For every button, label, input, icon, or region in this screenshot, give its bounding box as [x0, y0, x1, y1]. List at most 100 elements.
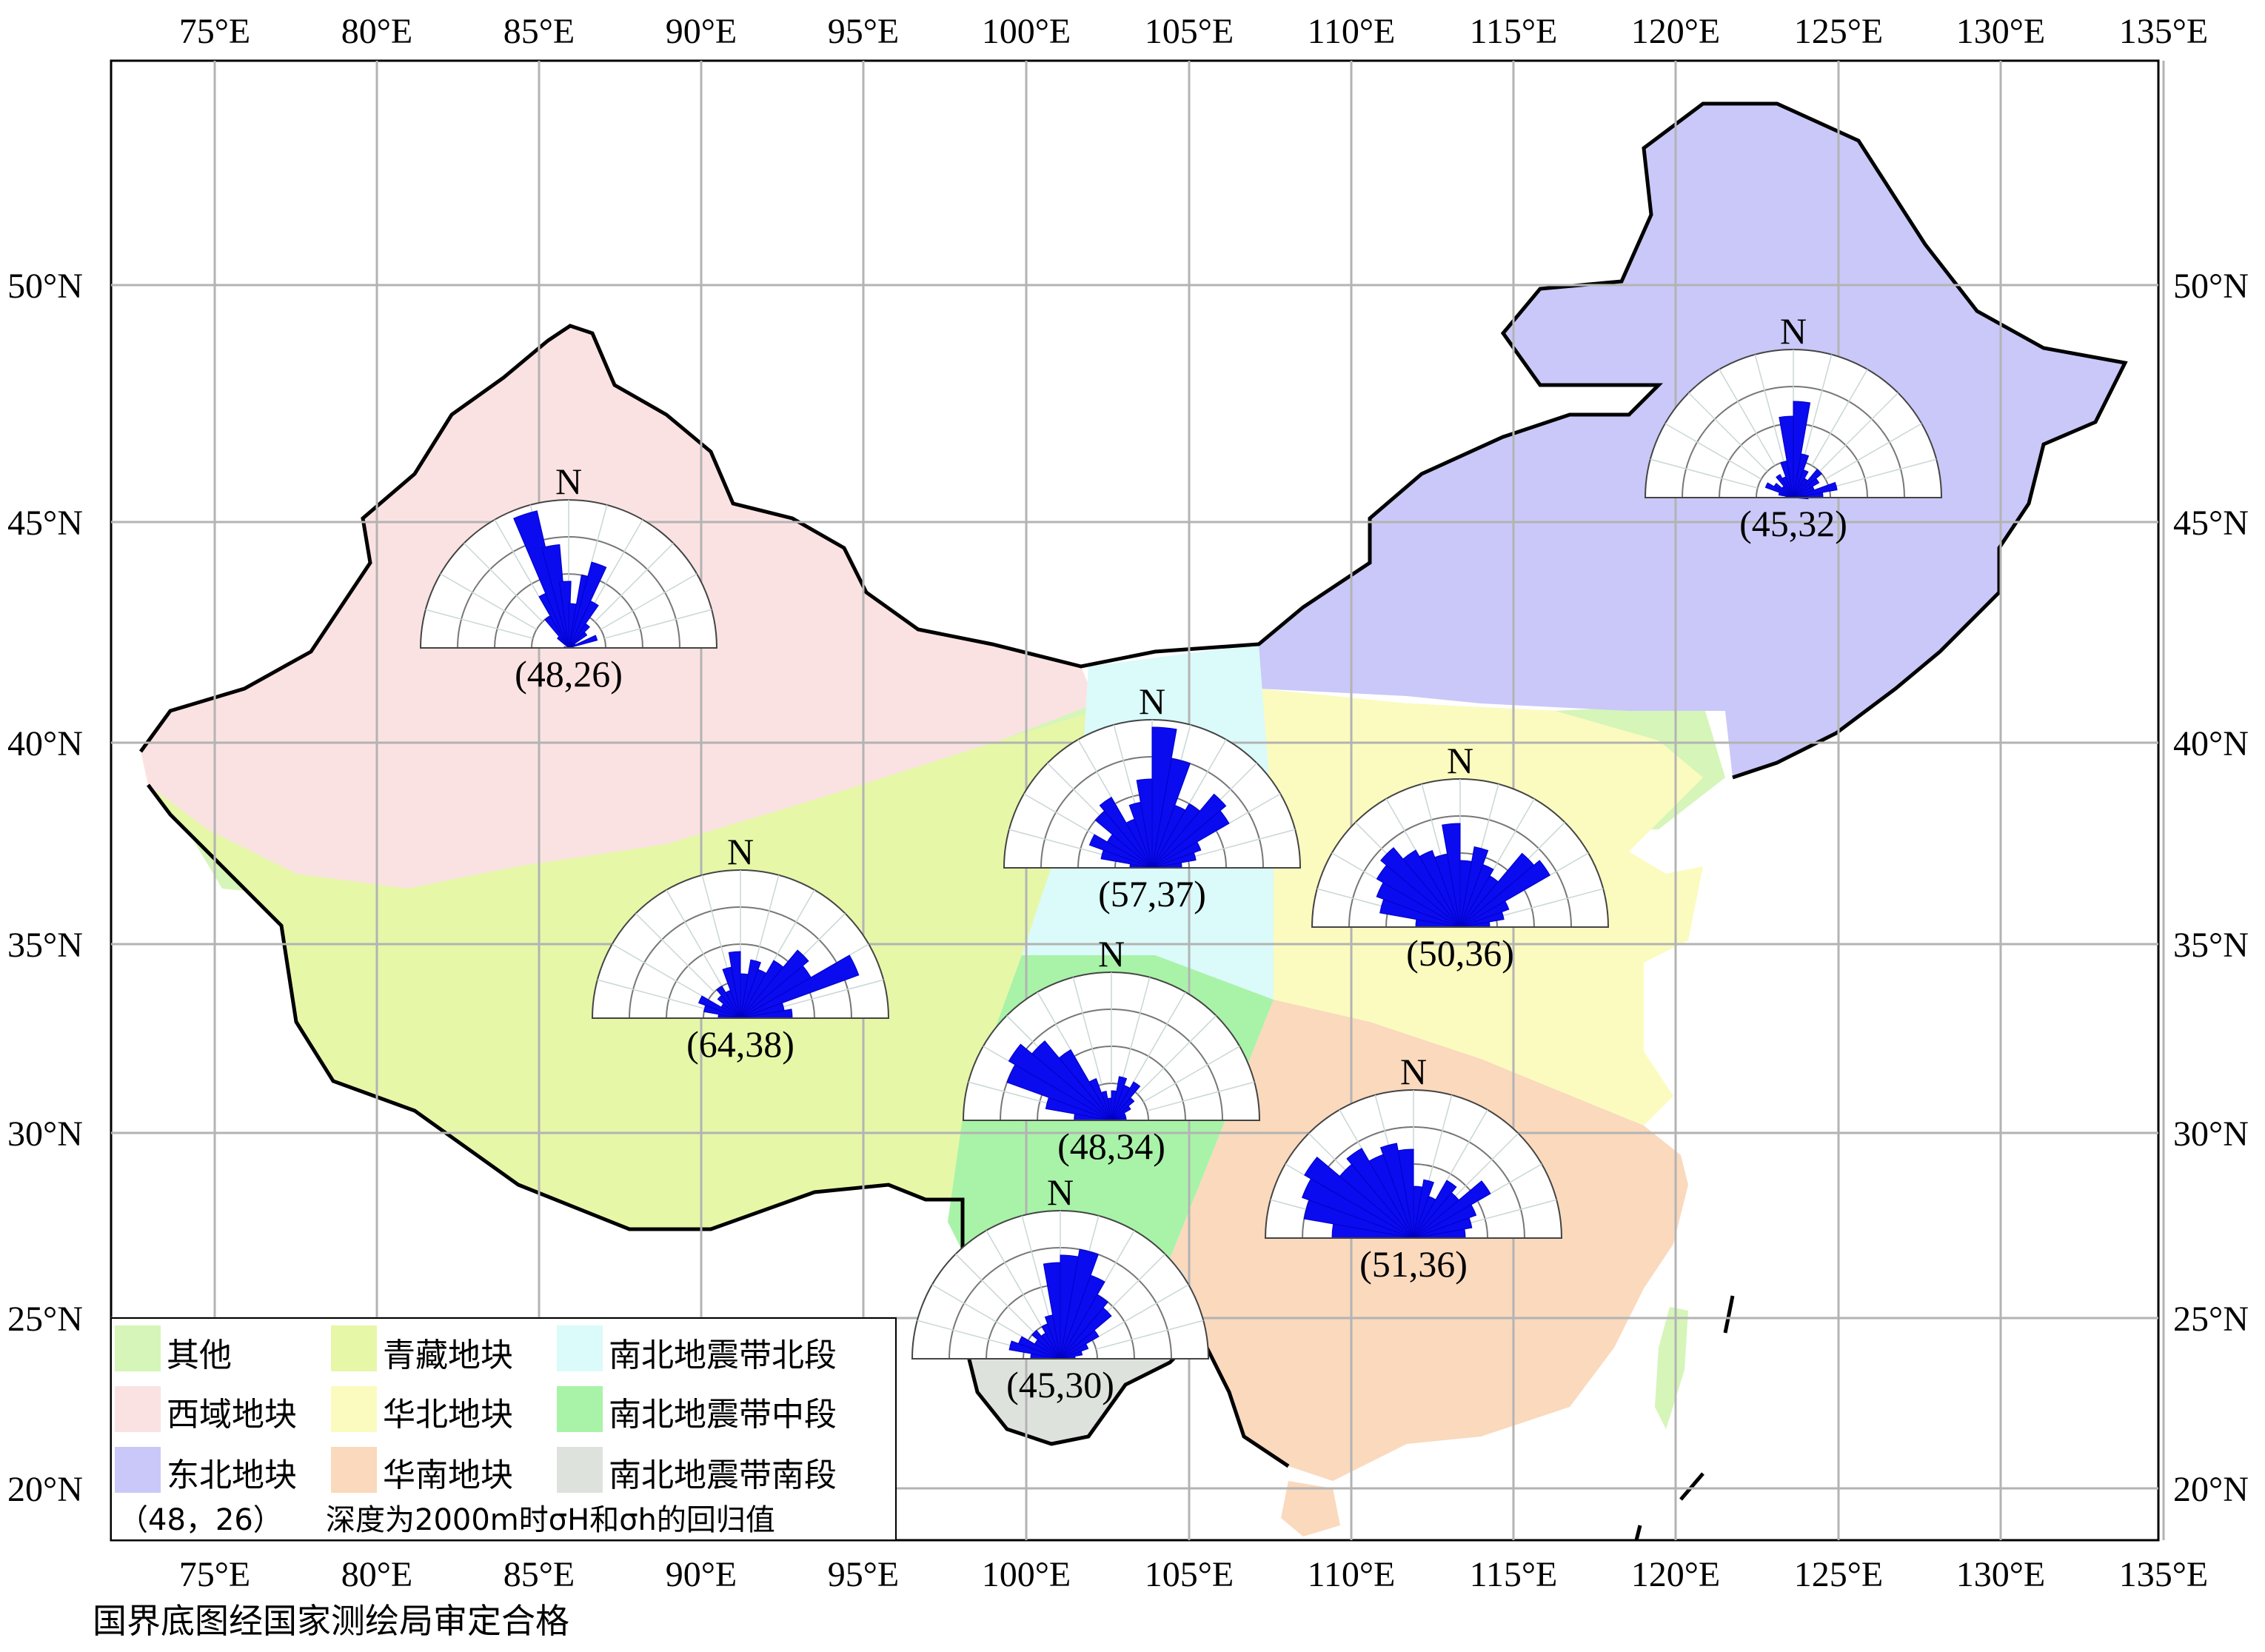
rose-petal	[568, 561, 607, 649]
rose-petal	[1459, 911, 1505, 928]
rose-petal	[1793, 478, 1820, 498]
rose-petal	[1459, 900, 1510, 928]
rose-north-label: N	[555, 461, 582, 502]
rose-north-label: N	[1098, 933, 1125, 974]
rose-spoke	[1719, 369, 1776, 466]
rose-petal	[1151, 810, 1230, 869]
rose-value-label: (45,30)	[1006, 1364, 1114, 1405]
rose-xiyu: N (48,26)	[419, 461, 718, 695]
rose-spoke	[1137, 1015, 1217, 1095]
southern-border	[147, 783, 1290, 1468]
rose-north-label: N	[1780, 310, 1807, 352]
rose-spoke	[1091, 1284, 1189, 1341]
rose-spoke	[955, 1254, 1035, 1334]
national-border	[138, 101, 2128, 780]
lon-tick-label: 75°E	[179, 12, 251, 51]
lon-tick-label: 105°E	[1145, 1555, 1234, 1594]
rose-petal	[1397, 1148, 1414, 1239]
rose-petal	[568, 635, 598, 649]
lon-tick-label: 135°E	[2119, 12, 2209, 51]
rose-spoke	[931, 1284, 1029, 1341]
rose-petal	[1060, 1248, 1099, 1360]
lat-tick-label: 20°N	[2173, 1470, 2249, 1509]
rose-petal	[1793, 481, 1838, 498]
lon-tick-label: 110°E	[1308, 1555, 1396, 1594]
lon-tick-label: 100°E	[982, 1555, 1071, 1594]
legend-swatch-huabei	[331, 1386, 377, 1432]
rose-petal	[1459, 860, 1550, 928]
rose-spoke	[1811, 369, 1868, 466]
rose-value-label: (57,37)	[1098, 873, 1206, 914]
legend-box	[110, 1317, 897, 1541]
rose-petal	[1111, 1081, 1141, 1121]
lon-tick-label: 115°E	[1470, 1555, 1558, 1594]
rose-spoke	[1819, 392, 1898, 472]
rose-petal	[568, 623, 590, 649]
lon-tick-label: 80°E	[341, 1555, 413, 1594]
lon-tick-label: 125°E	[1794, 12, 1884, 51]
lon-tick-label: 110°E	[1308, 12, 1396, 51]
lat-tick-label: 45°N	[2173, 504, 2249, 543]
lon-tick-label: 90°E	[666, 1555, 737, 1594]
rose-spoke	[666, 889, 723, 987]
rose-petal	[1060, 1343, 1089, 1360]
rose-petal	[1060, 1274, 1105, 1360]
rose-spoke	[776, 979, 884, 1009]
rose-petal	[697, 995, 741, 1019]
rose-petal	[740, 949, 809, 1019]
legend-label-xiyu: 西域地块	[167, 1396, 297, 1434]
lon-tick-label: 105°E	[1145, 12, 1234, 51]
rose-spoke	[986, 1230, 1043, 1328]
rose-north-label: N	[1447, 740, 1473, 781]
rose-petal	[1017, 1336, 1061, 1360]
rose-petal	[1151, 758, 1191, 869]
lat-tick-label: 20°N	[7, 1470, 83, 1509]
rose-petal	[1151, 841, 1202, 869]
lon-tick-label: 130°E	[1956, 12, 2046, 51]
map-approval-note: 国界底图经国家测绘局审定合格	[93, 1601, 569, 1641]
lat-tick-label: 30°N	[7, 1114, 83, 1154]
rose-spoke	[1072, 977, 1103, 1085]
legend-label-qita: 其他	[167, 1337, 232, 1374]
rose-spoke	[1008, 829, 1117, 859]
rose-nbz: N (48,34)	[962, 933, 1261, 1167]
rose-nbs: N (45,30)	[911, 1171, 1210, 1405]
rose-petal	[1088, 834, 1153, 869]
rose-spoke	[586, 519, 643, 617]
legend-note-text: 深度为2000m时σH和σh的回归值	[326, 1503, 775, 1537]
lat-tick-label: 35°N	[2173, 926, 2249, 965]
rose-spoke	[1824, 423, 1922, 480]
rose-petal	[568, 632, 588, 649]
rose-spoke	[440, 573, 538, 630]
dash-line	[1634, 1525, 1642, 1541]
rose-dongbei: N (45,32)	[1644, 310, 1943, 544]
region-hainan	[1281, 1481, 1340, 1536]
rose-value-label: (51,36)	[1359, 1243, 1468, 1285]
legend-swatch-nbz	[557, 1386, 603, 1432]
lat-tick-label: 35°N	[7, 926, 83, 965]
rose-petal	[1060, 1329, 1100, 1360]
lat-labels-left: 50°N 45°N 40°N 35°N 30°N 25°N 20°N	[7, 267, 83, 1509]
rose-spoke	[1142, 1046, 1240, 1103]
lon-tick-label: 95°E	[828, 1555, 900, 1594]
legend-swatch-huanan	[331, 1447, 377, 1493]
lat-tick-label: 25°N	[2173, 1300, 2249, 1339]
rose-petal	[1413, 1204, 1477, 1239]
rose-value-label: (45,32)	[1739, 503, 1847, 544]
rose-qingzang: N (64,38)	[591, 831, 890, 1065]
rose-petal	[716, 986, 741, 1019]
rose-petal	[1419, 849, 1461, 928]
rose-spoke	[1829, 458, 1937, 489]
legend-swatch-qingzang	[331, 1325, 377, 1371]
rose-petal	[1776, 474, 1794, 498]
rose-value-label: (64,38)	[686, 1023, 794, 1065]
region-huanan	[1170, 1000, 1688, 1481]
lat-tick-label: 50°N	[7, 267, 83, 306]
legend-label-qingzang: 青藏地块	[383, 1337, 513, 1374]
rose-spoke	[464, 543, 543, 623]
rose-petal	[1151, 793, 1227, 869]
lon-tick-label: 125°E	[1794, 1555, 1884, 1594]
rose-spoke	[917, 1320, 1025, 1350]
dash-line	[1679, 1472, 1704, 1501]
